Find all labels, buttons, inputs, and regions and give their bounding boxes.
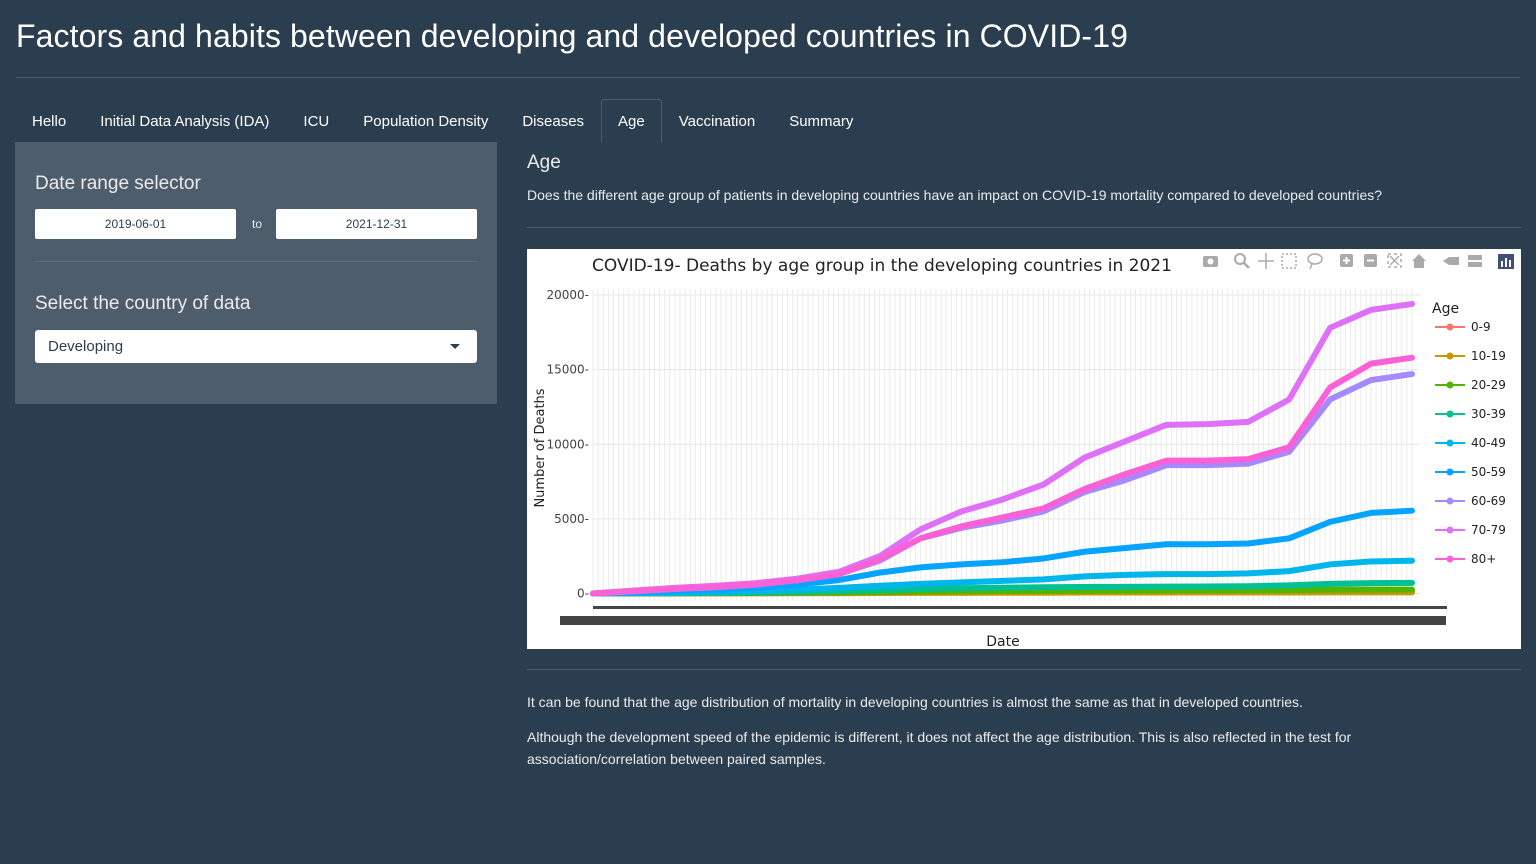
zoom-out-icon[interactable] bbox=[1364, 254, 1377, 267]
plot-container[interactable]: 0- 5000- 10000- 15000- 20000- COVID-19- Deat… bbox=[527, 249, 1521, 650]
line-chart[interactable]: 0- 5000- 10000- 15000- 20000- COVID-19- Deat… bbox=[527, 249, 1521, 650]
finding-paragraph-2: Although the development speed of the ep… bbox=[527, 729, 1352, 767]
legend-item-30-39[interactable]: 30-39 bbox=[1435, 407, 1506, 421]
x-axis-title: Date bbox=[986, 634, 1019, 649]
hover-closest-icon[interactable] bbox=[1443, 257, 1459, 265]
tab-hello[interactable]: Hello bbox=[32, 112, 67, 130]
tab-bar: Hello Initial Data Analysis (IDA) ICU Po… bbox=[15, 99, 870, 142]
date-to-label: to bbox=[251, 217, 262, 231]
tab-icu[interactable]: ICU bbox=[303, 112, 330, 130]
tab-initial-data-analysis[interactable]: Initial Data Analysis (IDA) bbox=[100, 112, 270, 130]
y-tick-label: 20000- bbox=[546, 288, 589, 302]
legend-swatch-marker bbox=[1446, 555, 1454, 563]
title-divider bbox=[16, 77, 1520, 78]
reset-axes-icon[interactable] bbox=[1412, 254, 1426, 268]
plotly-logo-icon[interactable] bbox=[1498, 254, 1514, 269]
y-axis-title: Number of Deaths bbox=[533, 388, 548, 507]
caret-down-icon bbox=[450, 344, 460, 349]
main-divider-bottom bbox=[527, 669, 1521, 670]
legend-label: 80+ bbox=[1471, 552, 1496, 566]
chart-title: COVID-19- Deaths by age group in the dev… bbox=[592, 256, 1172, 276]
legend-item-60-69[interactable]: 60-69 bbox=[1435, 494, 1506, 508]
legend-item-40-49[interactable]: 40-49 bbox=[1435, 436, 1506, 450]
legend-swatch-marker bbox=[1446, 352, 1454, 360]
legend-item-50-59[interactable]: 50-59 bbox=[1435, 465, 1506, 479]
legend-label: 60-69 bbox=[1471, 494, 1506, 508]
legend-swatch-marker bbox=[1446, 323, 1454, 331]
finding-paragraph-1: It can be found that the age distributio… bbox=[527, 694, 1303, 710]
box-select-icon[interactable] bbox=[1281, 253, 1297, 269]
legend-swatch-marker bbox=[1446, 497, 1454, 505]
legend-item-70-79[interactable]: 70-79 bbox=[1435, 523, 1506, 537]
sidebar-divider bbox=[35, 261, 477, 262]
section-title: Age bbox=[527, 152, 561, 173]
question-text: Does the different age group of patients… bbox=[527, 187, 1383, 203]
pan-icon[interactable] bbox=[1258, 253, 1274, 269]
zoom-icon[interactable] bbox=[1234, 253, 1250, 269]
date-start-input[interactable]: 2019-06-01 bbox=[35, 209, 236, 239]
y-tick-label: 5000- bbox=[554, 512, 589, 526]
country-select-value: Developing bbox=[48, 338, 124, 355]
legend-label: 40-49 bbox=[1471, 436, 1506, 450]
tab-age[interactable]: Age bbox=[601, 99, 662, 142]
legend-label: 50-59 bbox=[1471, 465, 1506, 479]
legend-item-0-9[interactable]: 0-9 bbox=[1435, 320, 1491, 334]
zoom-in-icon[interactable] bbox=[1340, 254, 1353, 267]
date-range-label: Date range selector bbox=[35, 173, 201, 194]
legend-label: 10-19 bbox=[1471, 349, 1506, 363]
legend-swatch-marker bbox=[1446, 468, 1454, 476]
date-end-input[interactable]: 2021-12-31 bbox=[276, 209, 477, 239]
main-divider-top bbox=[527, 227, 1521, 228]
x-axis-tick-labels-overlap bbox=[560, 616, 1446, 625]
tab-summary[interactable]: Summary bbox=[789, 112, 854, 130]
tab-vaccination[interactable]: Vaccination bbox=[678, 112, 756, 130]
legend-item-20-29[interactable]: 20-29 bbox=[1435, 378, 1506, 392]
x-axis-tick-strip bbox=[593, 606, 1447, 609]
legend-label: 30-39 bbox=[1471, 407, 1506, 421]
legend-swatch-marker bbox=[1446, 526, 1454, 534]
sidebar-panel: Date range selector 2019-06-01 to 2021-1… bbox=[15, 142, 497, 404]
country-select-label: Select the country of data bbox=[35, 293, 251, 314]
autoscale-icon[interactable] bbox=[1387, 253, 1402, 268]
legend-swatch-marker bbox=[1446, 439, 1454, 447]
legend-item-80+[interactable]: 80+ bbox=[1435, 552, 1496, 566]
tab-population-density[interactable]: Population Density bbox=[363, 112, 489, 130]
modebar bbox=[1203, 253, 1514, 270]
legend-label: 20-29 bbox=[1471, 378, 1506, 392]
y-tick-label: 10000- bbox=[546, 437, 589, 451]
y-tick-label: 0- bbox=[577, 587, 589, 601]
legend-item-10-19[interactable]: 10-19 bbox=[1435, 349, 1506, 363]
country-select[interactable]: Developing bbox=[35, 330, 477, 363]
legend-label: 0-9 bbox=[1471, 320, 1491, 334]
series-line-80+[interactable] bbox=[590, 354, 1415, 597]
legend-title: Age bbox=[1432, 301, 1459, 317]
camera-icon[interactable] bbox=[1203, 256, 1218, 267]
legend-label: 70-79 bbox=[1471, 523, 1506, 537]
page-title: Factors and habits between developing an… bbox=[16, 18, 1128, 54]
lasso-icon[interactable] bbox=[1307, 253, 1323, 270]
hover-compare-icon[interactable] bbox=[1468, 255, 1482, 267]
legend-swatch-marker bbox=[1446, 381, 1454, 389]
tab-diseases[interactable]: Diseases bbox=[522, 112, 585, 130]
legend-swatch-marker bbox=[1446, 410, 1454, 418]
y-tick-label: 15000- bbox=[546, 363, 589, 377]
